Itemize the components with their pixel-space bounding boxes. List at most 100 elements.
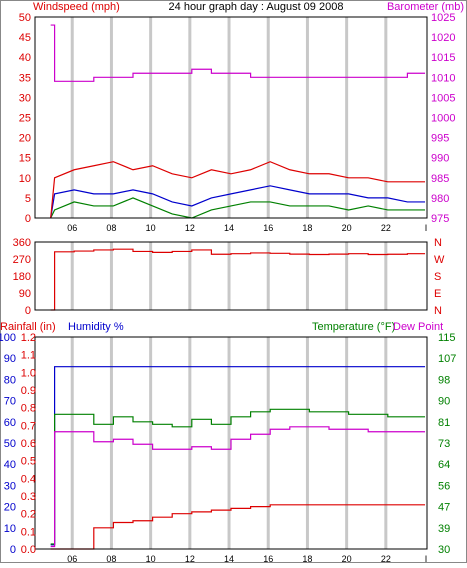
y-tick-label: 985 <box>431 173 449 185</box>
y-tick-label: 0.0 <box>21 544 36 556</box>
time-tick-label: I <box>425 554 428 563</box>
y-tick-label: N <box>434 305 442 317</box>
rainfall-series <box>50 504 426 550</box>
y-tick-label: 0.5 <box>21 456 36 468</box>
y-tick-label: 1.1 <box>21 350 36 362</box>
y-tick-label: 1020 <box>431 32 455 44</box>
time-tick-label: 14 <box>224 223 234 233</box>
time-tick-label: 08 <box>106 223 116 233</box>
y-tick-label: 30 <box>438 544 450 556</box>
y-tick-label: 40 <box>4 459 16 471</box>
y-tick-label: 100 <box>0 332 16 344</box>
y-tick-label: 0 <box>10 544 16 556</box>
time-tick-label: 10 <box>146 554 156 563</box>
y-tick-label: E <box>434 288 441 300</box>
time-tick-label: 16 <box>263 554 273 563</box>
time-tick-label: 10 <box>146 223 156 233</box>
y-tick-label: 90 <box>19 288 31 300</box>
wind-average-series <box>50 185 426 219</box>
time-tick-label: 22 <box>381 554 391 563</box>
y-tick-label: 30 <box>4 480 16 492</box>
wind-low-series <box>50 197 426 219</box>
y-tick-label: 35 <box>19 72 31 84</box>
y-tick-label: 10 <box>4 523 16 535</box>
plot-frame <box>34 336 428 550</box>
chart-title: 24 hour graph day : August 09 2008 <box>169 1 344 13</box>
y-tick-label: 980 <box>431 193 449 205</box>
plot-frame <box>34 16 428 219</box>
time-tick-label: 20 <box>342 554 352 563</box>
y-tick-label: 995 <box>431 133 449 145</box>
barometer-label: Barometer (mb) <box>387 1 464 13</box>
y-tick-label: 45 <box>19 32 31 44</box>
y-tick-label: 270 <box>13 254 31 266</box>
y-tick-label: 50 <box>19 12 31 24</box>
humidity-series <box>50 366 426 546</box>
y-tick-label: 50 <box>4 438 16 450</box>
y-tick-label: 975 <box>431 213 449 225</box>
y-tick-label: 15 <box>19 153 31 165</box>
wind-high-series <box>50 161 426 219</box>
y-tick-label: 0.9 <box>21 385 36 397</box>
humidity-label: Humidity % <box>68 321 124 333</box>
y-tick-label: 0.6 <box>21 438 36 450</box>
y-tick-label: 1000 <box>431 113 455 125</box>
y-tick-label: 0.3 <box>21 491 36 503</box>
y-tick-label: W <box>434 254 445 266</box>
time-tick-label: 06 <box>67 223 77 233</box>
y-tick-label: 64 <box>438 459 450 471</box>
windspeed-label: Windspeed (mph) <box>33 1 120 13</box>
y-tick-label: 1015 <box>431 52 455 64</box>
time-tick-label: 08 <box>106 554 116 563</box>
dew-point-series <box>50 426 426 548</box>
y-tick-label: S <box>434 271 441 283</box>
time-tick-label: 22 <box>381 223 391 233</box>
y-tick-label: 10 <box>19 173 31 185</box>
rain-humidity-temperature-panel: 0.0 0.1 0.2 0.3 0.4 0.5 0.6 0.7 0.8 0.9 1.0 1.1 1.2 0… <box>0 332 456 564</box>
plot-frame <box>34 241 428 311</box>
y-tick-label: 80 <box>4 374 16 386</box>
y-tick-label: 1005 <box>431 92 455 104</box>
temperature-series <box>50 408 426 545</box>
y-tick-label: 180 <box>13 271 31 283</box>
temperature-label: Temperature (°F) <box>312 321 395 333</box>
y-tick-label: 1010 <box>431 72 455 84</box>
time-tick-label: I <box>425 223 428 233</box>
y-tick-label: 70 <box>4 396 16 408</box>
y-tick-label: 98 <box>438 374 450 386</box>
y-tick-label: 0.1 <box>21 526 36 538</box>
y-tick-label: 5 <box>25 193 31 205</box>
y-tick-label: 990 <box>431 153 449 165</box>
y-tick-label: N <box>434 237 442 249</box>
time-tick-label: 20 <box>342 223 352 233</box>
wind-direction-series <box>50 248 426 311</box>
wind-barometer-panel: 0510152025303540455097598098599099510001… <box>19 12 456 233</box>
time-tick-label: 06 <box>67 554 77 563</box>
y-tick-label: 1.2 <box>21 332 36 344</box>
y-tick-label: 90 <box>438 396 450 408</box>
y-tick-label: 0.7 <box>21 420 36 432</box>
y-tick-label: 90 <box>4 353 16 365</box>
y-tick-label: 107 <box>438 353 456 365</box>
y-tick-label: 1.0 <box>21 367 36 379</box>
time-tick-label: 12 <box>185 223 195 233</box>
y-tick-label: 20 <box>19 133 31 145</box>
y-tick-label: 20 <box>4 502 16 514</box>
y-tick-label: 115 <box>438 332 456 344</box>
barometer-series <box>50 24 426 82</box>
y-tick-label: 60 <box>4 417 16 429</box>
y-tick-label: 0 <box>25 305 31 317</box>
time-tick-label: 18 <box>302 554 312 563</box>
y-tick-label: 39 <box>438 523 450 535</box>
y-tick-label: 81 <box>438 417 450 429</box>
y-tick-label: 360 <box>13 237 31 249</box>
y-tick-label: 56 <box>438 480 450 492</box>
dew-point-label: Dew Point <box>393 321 443 333</box>
y-tick-label: 73 <box>438 438 450 450</box>
y-tick-label: 0 <box>25 213 31 225</box>
time-tick-label: 18 <box>302 223 312 233</box>
